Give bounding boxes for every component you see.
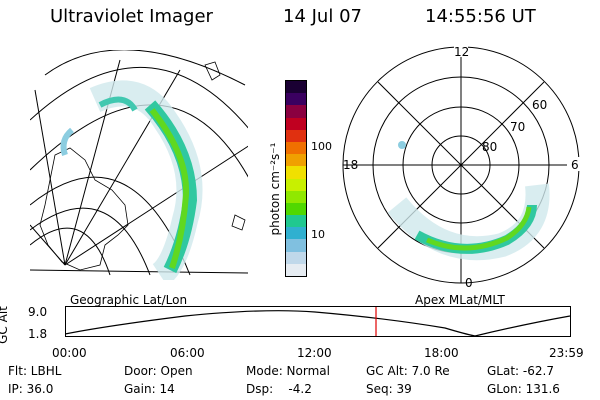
x-tick-2359: 23:59 — [549, 346, 584, 360]
geographic-caption: Geographic Lat/Lon — [70, 293, 188, 307]
colorbar-segment — [286, 117, 306, 130]
coastline — [204, 61, 221, 81]
mlt-label-12: 12 — [454, 45, 469, 59]
colorbar-segment — [286, 166, 306, 179]
coastline — [231, 214, 246, 231]
info-ip: IP: 36.0 — [8, 382, 54, 396]
map-grid-arc — [30, 66, 248, 129]
time-label: 14:55:56 UT — [425, 6, 536, 27]
auroral-emission-right — [387, 141, 550, 261]
map-grid-arc — [30, 207, 151, 276]
colorbar-tick-10: 10 — [311, 228, 325, 241]
altitude-strip — [65, 306, 571, 337]
colorbar-segment — [286, 141, 306, 155]
lat-label-80: 80 — [482, 140, 497, 154]
mlt-label-0: 0 — [465, 276, 473, 290]
colorbar-segment — [286, 227, 306, 240]
colorbar-segment — [286, 154, 306, 167]
x-tick-1800: 18:00 — [424, 346, 459, 360]
colorbar-segment — [286, 129, 306, 142]
info-filter: Flt: LBHL — [8, 364, 62, 378]
map-grid-arc — [30, 227, 111, 276]
mlt-label-6: 6 — [571, 158, 579, 172]
date-label: 14 Jul 07 — [283, 6, 362, 27]
info-glat: GLat: -62.7 — [487, 364, 554, 378]
info-mode: Mode: Normal — [246, 364, 330, 378]
auroral-emission-left — [60, 80, 203, 280]
app-title: Ultraviolet Imager — [50, 6, 213, 27]
info-glon: GLon: 131.6 — [487, 382, 560, 396]
gc-alt-axis-label: GC Alt — [0, 306, 10, 344]
colorbar-segment — [286, 178, 306, 191]
info-gain: Gain: 14 — [124, 382, 175, 396]
colorbar-segment — [286, 81, 306, 94]
info-gc-alt: GC Alt: 7.0 Re — [366, 364, 450, 378]
colorbar-segment — [286, 263, 306, 276]
colorbar-tick-100: 100 — [311, 140, 332, 153]
colorbar-segment — [286, 202, 306, 216]
colorbar-segment — [286, 93, 306, 106]
x-tick-0600: 06:00 — [170, 346, 205, 360]
coastline — [39, 147, 129, 271]
colorbar-segment — [286, 251, 306, 264]
map-grid-arc — [44, 50, 246, 86]
info-dsp: Dsp: -4.2 — [246, 382, 312, 396]
x-tick-0000: 00:00 — [52, 346, 87, 360]
y-tick-1-8: 1.8 — [28, 327, 48, 341]
mlt-label-18: 18 — [343, 158, 358, 172]
polar-plot: 12 6 18 0 60 70 80 — [342, 45, 581, 290]
colorbar-segment — [286, 215, 306, 228]
colorbar-unit-label: photon cm⁻²s⁻¹ — [268, 142, 282, 236]
map-meridian — [64, 145, 248, 266]
info-seq: Seq: 39 — [366, 382, 412, 396]
altitude-curve — [65, 310, 571, 337]
colorbar — [285, 80, 307, 277]
info-door: Door: Open — [124, 364, 193, 378]
colorbar-segment — [286, 239, 306, 252]
apex-caption: Apex MLat/MLT — [415, 293, 505, 307]
lat-label-60: 60 — [532, 98, 547, 112]
colorbar-segment — [286, 190, 306, 203]
y-tick-9: 9.0 — [28, 305, 48, 319]
map-horizon-line — [30, 269, 248, 274]
colorbar-segment — [286, 105, 306, 118]
lat-label-70: 70 — [510, 120, 525, 134]
map-meridian — [34, 89, 66, 266]
geographic-map — [30, 50, 248, 280]
x-tick-1200: 12:00 — [297, 346, 332, 360]
